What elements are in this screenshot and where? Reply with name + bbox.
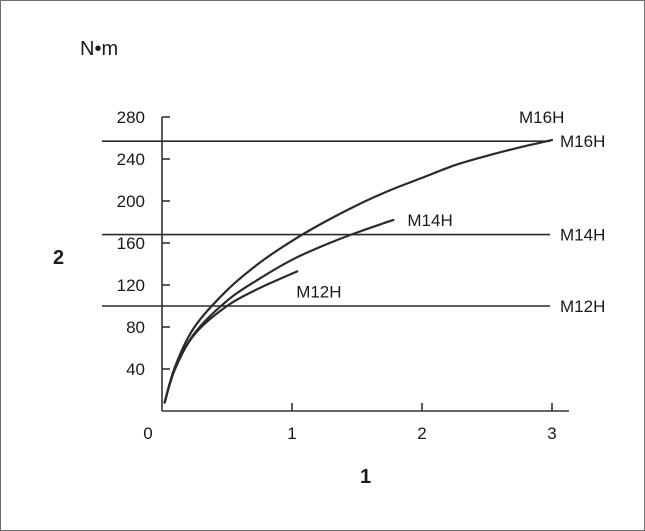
- axis-ticks: 40 80 120 160 200 240 280 0 1 2 3: [117, 108, 557, 443]
- reference-line-label: M12H: [560, 297, 605, 316]
- y-tick-label: 240: [117, 150, 145, 169]
- x-tick-label: 1: [287, 424, 296, 443]
- reference-line-label: M14H: [560, 226, 605, 245]
- reference-lines: M16H M14H M12H: [102, 132, 605, 316]
- y-tick-label: 40: [126, 360, 145, 379]
- curve-m12h: [163, 270, 299, 404]
- x-tick-label: 0: [143, 424, 152, 443]
- curve-m16h: [163, 139, 554, 404]
- y-tick-label: 280: [117, 108, 145, 127]
- curve-label: M16H: [519, 108, 564, 127]
- y-tick-label: 200: [117, 192, 145, 211]
- curve-label: M14H: [407, 211, 452, 230]
- curves: M16H M14H M12H: [163, 108, 564, 404]
- reference-line-label: M16H: [560, 132, 605, 151]
- x-tick-label: 3: [547, 424, 556, 443]
- y-tick-label: 80: [126, 318, 145, 337]
- curve-label: M12H: [296, 282, 341, 301]
- x-tick-label: 2: [417, 424, 426, 443]
- y-tick-label: 120: [117, 276, 145, 295]
- curve-m14h: [163, 218, 395, 404]
- x-axis-label: 1: [360, 466, 371, 488]
- y-axis-label: 2: [53, 247, 64, 269]
- unit-label: N•m: [80, 38, 118, 60]
- y-tick-label: 160: [117, 234, 145, 253]
